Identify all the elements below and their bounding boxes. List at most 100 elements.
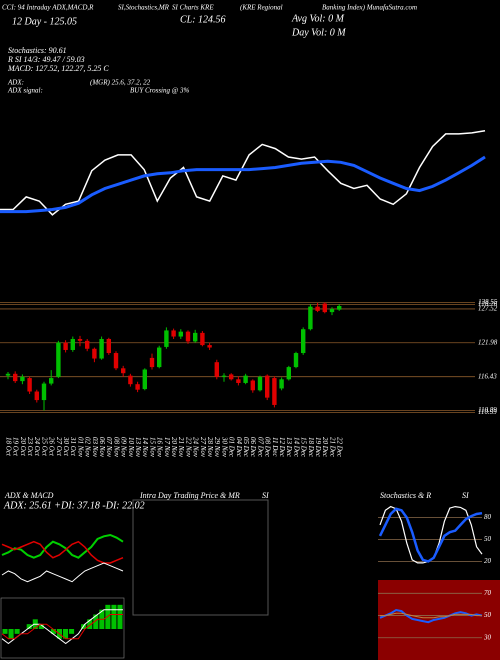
x-tick-label: 05 Dec — [242, 437, 250, 458]
y-tick-label: 50 — [484, 535, 492, 543]
candle-body — [308, 306, 313, 330]
candle-body — [272, 378, 277, 405]
panel-frame — [132, 499, 269, 616]
panel-background — [378, 580, 500, 660]
histogram-bar — [2, 629, 8, 634]
x-tick-label: 19 Dec — [314, 437, 322, 458]
series-line — [0, 155, 486, 214]
x-tick-label: 10 Nov — [127, 437, 135, 458]
candle-body — [27, 378, 32, 392]
candle-body — [56, 342, 61, 377]
x-tick-label: 24 Oct — [33, 437, 41, 457]
header-text: (MGR) 25.6, 37.2, 22 — [90, 79, 151, 87]
x-tick-label: 04 Dec — [235, 437, 243, 458]
y-tick-label: 80 — [484, 513, 492, 521]
x-tick-label: 15 Nov — [148, 437, 156, 458]
candle-body — [301, 329, 306, 354]
x-tick-label: 14 Dec — [292, 437, 300, 458]
candle-body — [236, 379, 241, 383]
candle-body — [49, 378, 54, 384]
x-tick-label: 16 Nov — [156, 437, 164, 458]
candle-body — [77, 338, 83, 341]
histogram-bar — [26, 624, 32, 629]
candle-body — [207, 345, 212, 348]
histogram-bar — [50, 629, 56, 634]
header-text: Avg Vol: 0 M — [291, 13, 345, 24]
series-line — [0, 130, 486, 216]
x-tick-label: 31 Oct — [69, 436, 77, 457]
candle-body — [99, 338, 104, 359]
candle-body — [286, 367, 291, 380]
header-text: Banking Index) MunafaSutra.com — [322, 4, 417, 12]
y-tick-label: 128.55 — [478, 298, 498, 306]
header-text: BUY Crossing @ 3% — [130, 87, 189, 95]
histogram-bar — [14, 629, 20, 634]
candle-body — [41, 383, 47, 401]
x-tick-label: 13 Nov — [134, 437, 142, 458]
candle-body — [279, 379, 284, 389]
candle-body — [135, 384, 140, 390]
header-text: Stochastics: 90.61 — [8, 46, 67, 55]
candle-body — [337, 305, 342, 310]
x-tick-label: 30 Nov — [220, 436, 228, 458]
candle-body — [315, 306, 320, 311]
histogram-bar — [117, 604, 123, 629]
series-line — [1, 609, 123, 645]
y-tick-label: 50 — [484, 611, 492, 619]
candle-body — [13, 373, 18, 382]
histogram-bar — [111, 604, 117, 629]
candle-body — [34, 391, 39, 401]
series-line — [379, 608, 483, 624]
x-tick-label: 08 Nov — [112, 437, 120, 458]
x-tick-label: 26 Oct — [48, 437, 56, 457]
candle-body — [171, 330, 176, 337]
candle-body — [265, 375, 270, 398]
x-tick-label: 17 Nov — [163, 437, 171, 458]
candle-body — [20, 376, 25, 382]
panel-title: SI — [262, 491, 269, 500]
y-tick-label: 121.98 — [478, 338, 498, 346]
y-tick-label: 128.26 — [478, 300, 498, 308]
series-line — [1, 562, 124, 583]
x-tick-label: 27 Oct — [55, 437, 63, 457]
candle-body — [113, 353, 119, 369]
histogram-bar — [93, 614, 99, 629]
header-text: SI Charts KRE — [172, 4, 214, 12]
candle-body — [214, 362, 219, 377]
candle-body — [149, 357, 155, 368]
x-tick-label: 07 Nov — [105, 437, 113, 458]
panel-title: SI — [462, 491, 469, 500]
x-tick-label: 28 Nov — [206, 437, 214, 458]
x-tick-label: 01 Nov — [76, 437, 84, 458]
y-tick-label: 30 — [483, 633, 492, 641]
x-tick-label: 18 Oct — [4, 437, 12, 457]
candle-body — [5, 373, 11, 376]
x-tick-label: 01 Dec — [228, 437, 236, 458]
x-tick-label: 18 Dec — [307, 437, 315, 458]
histogram-bar — [69, 629, 75, 634]
candle-body — [322, 303, 327, 313]
x-tick-label: 25 Oct — [40, 437, 48, 457]
candle-body — [142, 369, 147, 390]
x-tick-label: 21 Nov — [177, 437, 185, 458]
candle-body — [128, 375, 133, 385]
header-text: MACD: 127.52, 122.27, 5.25 C — [7, 64, 109, 73]
x-tick-label: 08 Dec — [264, 437, 272, 458]
header-text: R SI 14/3: 49.47 / 59.03 — [7, 55, 85, 64]
y-tick-label: 20 — [484, 557, 492, 565]
x-tick-label: 14 Nov — [141, 437, 149, 458]
series-line — [378, 507, 483, 563]
x-tick-label: 20 Nov — [170, 437, 178, 458]
series-line — [1, 540, 124, 564]
candle-body — [229, 374, 234, 380]
x-tick-label: 20 Dec — [321, 437, 329, 458]
candle-body — [121, 368, 126, 374]
candle-body — [200, 332, 205, 346]
histogram-bar — [63, 629, 69, 639]
candle-body — [257, 376, 263, 391]
series-line — [380, 612, 482, 619]
candle-body — [157, 347, 162, 368]
candle-body — [106, 338, 111, 354]
